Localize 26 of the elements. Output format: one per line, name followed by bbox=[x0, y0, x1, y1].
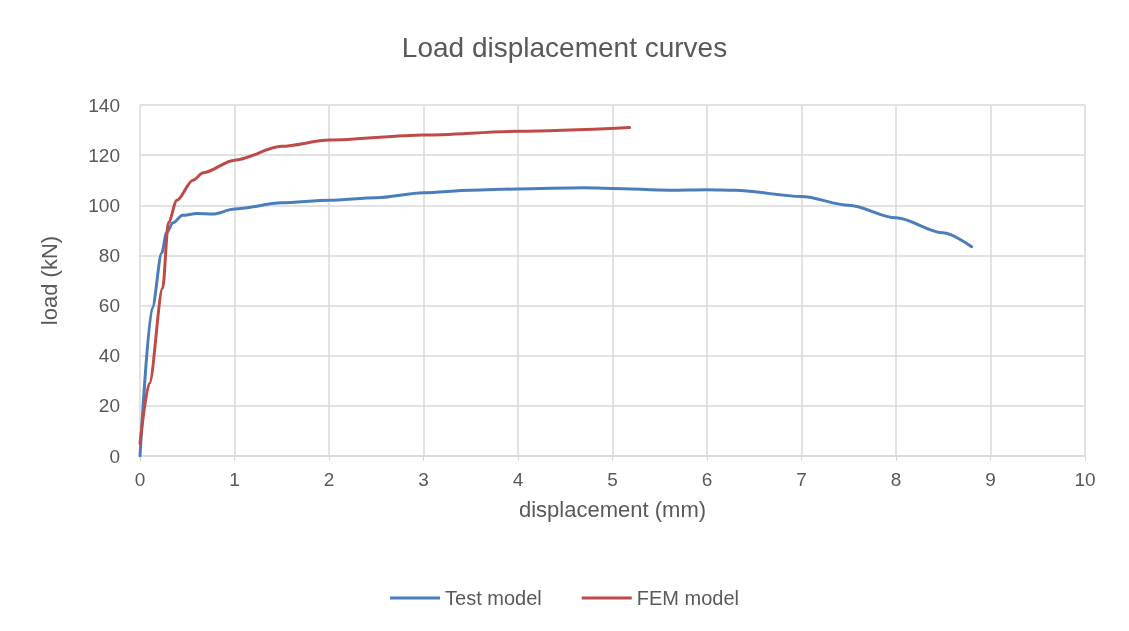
x-tick-label: 8 bbox=[890, 469, 902, 490]
legend-label: FEM model bbox=[636, 587, 739, 609]
y-tick-label: 80 bbox=[98, 244, 120, 266]
y-tick-label: 60 bbox=[98, 295, 120, 317]
chart-title: Load displacement curves bbox=[401, 31, 728, 63]
x-tick-label: 4 bbox=[512, 469, 524, 490]
y-tick-label: 0 bbox=[109, 445, 120, 467]
x-tick-label: 9 bbox=[985, 469, 996, 490]
y-tick-label: 140 bbox=[88, 94, 120, 116]
line-series bbox=[138, 186, 974, 458]
x-tick-label: 6 bbox=[701, 469, 713, 490]
x-tick-label: 2 bbox=[323, 469, 335, 490]
x-tick-label: 0 bbox=[134, 469, 146, 490]
line-series bbox=[138, 126, 632, 445]
x-tick-label: 3 bbox=[418, 469, 429, 490]
x-tick-label: 5 bbox=[607, 469, 618, 490]
x-tick-label: 7 bbox=[796, 469, 807, 490]
y-tick-label: 40 bbox=[98, 345, 120, 367]
y-tick-label: 100 bbox=[88, 194, 120, 216]
legend-label: Test model bbox=[445, 587, 542, 609]
y-axis-title: load (kN) bbox=[36, 235, 62, 326]
x-tick-label: 1 bbox=[229, 469, 240, 490]
y-tick-label: 120 bbox=[88, 144, 120, 166]
x-axis-title: displacement (mm) bbox=[518, 496, 707, 522]
y-tick-label: 20 bbox=[98, 395, 120, 417]
x-tick-label: 10 bbox=[1074, 469, 1096, 490]
